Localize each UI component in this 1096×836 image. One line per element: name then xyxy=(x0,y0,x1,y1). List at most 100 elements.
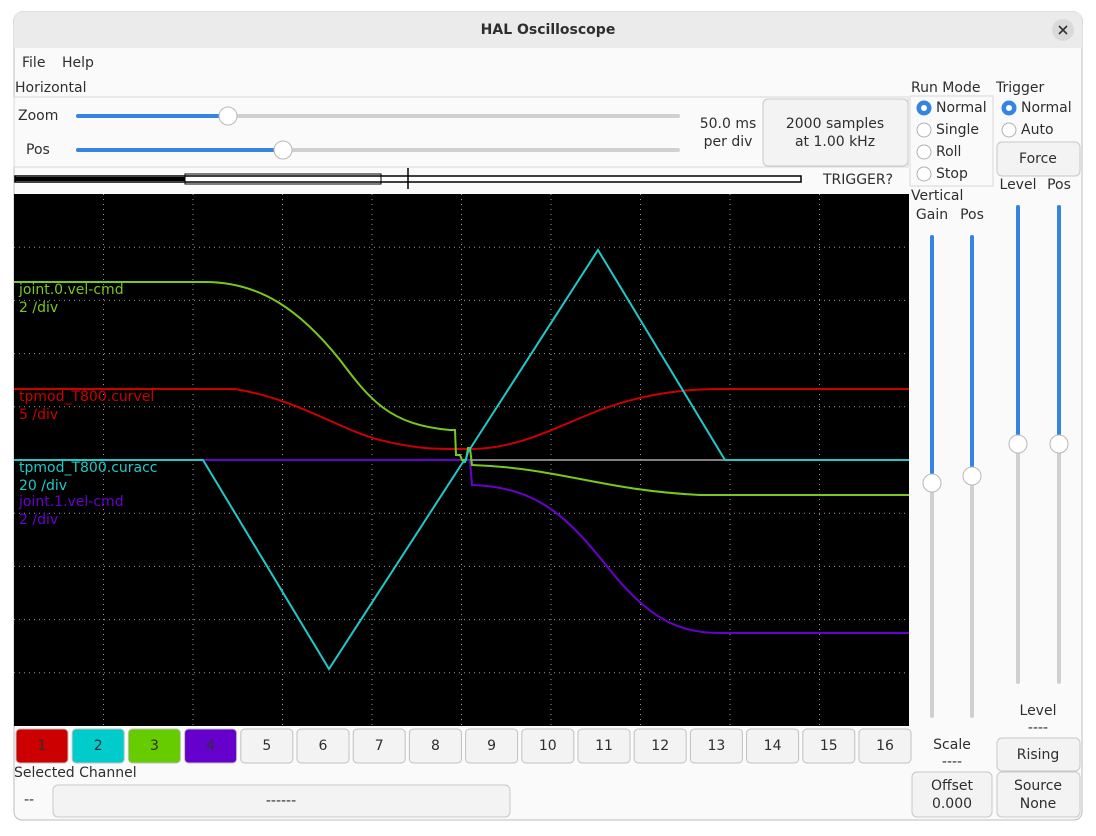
trace-name: tpmod_T800.curvel xyxy=(19,389,154,405)
section-title: Horizontal xyxy=(15,80,86,96)
trigger-pos-slider[interactable] xyxy=(1049,434,1069,454)
level-slider[interactable] xyxy=(1008,434,1028,454)
channel-label: 11 xyxy=(595,738,613,754)
samples-text: at 1.00 kHz xyxy=(795,134,875,150)
channel-button[interactable] xyxy=(633,728,687,764)
radio-label: Normal xyxy=(936,100,987,116)
trigger-options: Normal Auto xyxy=(1001,100,1072,138)
button-text: Rising xyxy=(1017,747,1060,763)
radio-label: Normal xyxy=(1021,100,1072,116)
edge-button[interactable] xyxy=(996,737,1081,772)
title-bar xyxy=(14,12,1082,48)
channel-label: 14 xyxy=(764,738,782,754)
radio-dot xyxy=(921,105,927,111)
slider-label: Pos xyxy=(1047,177,1071,193)
view-window xyxy=(184,173,382,185)
channel-button[interactable] xyxy=(240,728,294,764)
channel-button[interactable] xyxy=(408,728,462,764)
vertical-pos-slider[interactable] xyxy=(962,466,982,486)
channel-button[interactable] xyxy=(465,728,519,764)
trace-scale: 5 /div xyxy=(19,407,58,423)
channel-label: 9 xyxy=(487,738,496,754)
rate-text: per div xyxy=(704,134,753,150)
trace-scale: 20 /div xyxy=(19,478,67,494)
trace xyxy=(14,459,909,634)
radio-label: Auto xyxy=(1021,122,1054,138)
button-text: 0.000 xyxy=(932,796,972,812)
source-button[interactable] xyxy=(996,771,1081,818)
radio-button[interactable] xyxy=(916,166,932,182)
trace-name: tpmod_T800.curacc xyxy=(19,460,158,476)
menu-item[interactable]: Help xyxy=(62,55,94,71)
radio-label: Single xyxy=(936,122,979,138)
window-title: HAL Oscilloscope xyxy=(481,22,616,38)
radio-button[interactable] xyxy=(916,122,932,138)
scale-title: Scale xyxy=(933,737,971,753)
trace-name: joint.1.vel-cmd xyxy=(18,494,124,510)
pos-slider[interactable] xyxy=(273,140,293,160)
samples-text: 2000 samples xyxy=(786,116,884,132)
channel-label: 2 xyxy=(94,738,103,754)
channel-label: 3 xyxy=(150,738,159,754)
channel-label: 8 xyxy=(431,738,440,754)
scale-value: ---- xyxy=(942,754,962,770)
channel-button[interactable] xyxy=(858,728,912,764)
channel-name: ------ xyxy=(266,793,296,809)
channel-button[interactable] xyxy=(577,728,631,764)
slider-label: Gain xyxy=(916,207,948,223)
channel-button[interactable] xyxy=(352,728,406,764)
channel-label: 1 xyxy=(38,738,47,754)
channel-button[interactable] xyxy=(296,728,350,764)
trace xyxy=(14,281,909,496)
channel-button[interactable] xyxy=(15,728,69,764)
run-mode-frame xyxy=(909,95,994,187)
channel-buttons: 1 2 3 4 5 6 7 8 9 10 11 12 13 14 15 16 xyxy=(15,728,912,764)
force-button[interactable] xyxy=(996,141,1081,177)
channel-button[interactable] xyxy=(802,728,856,764)
channel-label: 15 xyxy=(820,738,838,754)
channel-label: 12 xyxy=(651,738,669,754)
channel-label: 4 xyxy=(206,738,215,754)
section-title: Run Mode xyxy=(911,80,980,96)
radio-label: Roll xyxy=(936,144,961,160)
rate-text: 50.0 ms xyxy=(700,116,757,132)
radio-button[interactable] xyxy=(1001,122,1017,138)
zoom-slider[interactable] xyxy=(218,106,238,126)
slider-label: Pos xyxy=(960,207,984,223)
channel-button[interactable] xyxy=(71,728,125,764)
channel-button[interactable] xyxy=(746,728,800,764)
gain-slider[interactable] xyxy=(922,473,942,493)
trace xyxy=(14,248,909,671)
channel-label: 6 xyxy=(319,738,328,754)
channel-label: 13 xyxy=(707,738,725,754)
offset-button[interactable] xyxy=(911,771,993,818)
channel-button[interactable] xyxy=(521,728,575,764)
slider-label: Level xyxy=(1000,177,1037,193)
radio-label: Stop xyxy=(936,166,968,182)
channel-name-button[interactable] xyxy=(52,784,511,818)
button-text: None xyxy=(1020,796,1057,812)
menu-item[interactable]: File xyxy=(22,55,45,71)
level-value: ---- xyxy=(1028,720,1048,736)
channel-id: -- xyxy=(24,792,34,808)
trace-name: joint.0.vel-cmd xyxy=(18,282,124,298)
radio-dot xyxy=(1006,105,1012,111)
slider-label: Zoom xyxy=(18,108,58,124)
section-title: Selected Channel xyxy=(14,765,137,781)
section-title: Vertical xyxy=(911,188,963,204)
button-text: Source xyxy=(1014,778,1062,794)
channel-label: 7 xyxy=(375,738,384,754)
slider-label: Pos xyxy=(26,142,50,158)
channel-button[interactable] xyxy=(127,728,181,764)
channel-button[interactable] xyxy=(689,728,743,764)
level-title: Level xyxy=(1020,703,1057,719)
channel-label: 16 xyxy=(876,738,894,754)
close-icon xyxy=(1058,25,1068,35)
trigger-status: TRIGGER? xyxy=(822,172,893,188)
samples-button[interactable] xyxy=(762,98,909,167)
channel-button[interactable] xyxy=(184,728,238,764)
button-text: Force xyxy=(1019,151,1057,167)
trace-scale: 2 /div xyxy=(19,512,58,528)
radio-button[interactable] xyxy=(916,144,932,160)
